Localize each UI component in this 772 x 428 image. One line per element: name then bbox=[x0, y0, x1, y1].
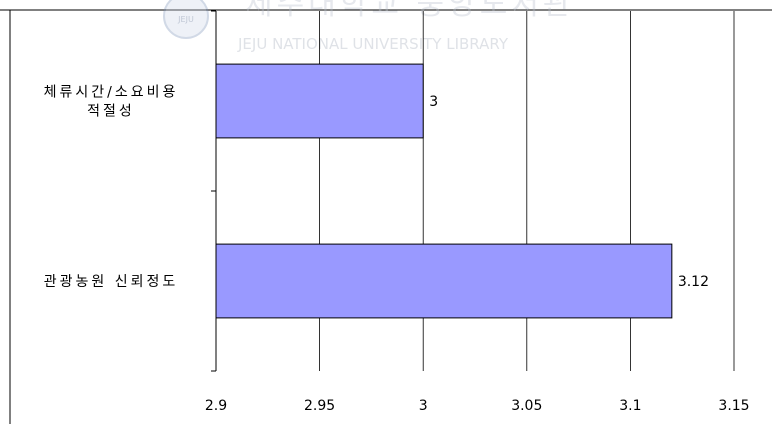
x-tick-label: 3.15 bbox=[718, 398, 749, 414]
library-seal-text: JEJU bbox=[177, 15, 194, 24]
bars bbox=[215, 63, 673, 319]
data-label: 3 bbox=[429, 94, 438, 110]
category-label: 적절성 bbox=[87, 104, 135, 120]
x-tick-label: 3.05 bbox=[511, 398, 542, 414]
y-axis bbox=[211, 10, 217, 372]
x-tick-label: 3.1 bbox=[619, 398, 641, 414]
x-tick-label: 3 bbox=[419, 398, 428, 414]
bar bbox=[215, 63, 424, 139]
x-tick-label: 2.95 bbox=[304, 398, 335, 414]
bar bbox=[215, 243, 673, 319]
library-watermark: JEJU 제주대학교 중앙도서관 JEJU NATIONAL UNIVERSIT… bbox=[163, 0, 575, 53]
category-label: 체류시간/소요비용 bbox=[44, 85, 179, 101]
watermark-english: JEJU NATIONAL UNIVERSITY LIBRARY bbox=[237, 35, 509, 53]
x-tick-labels: 2.9 2.95 3 3.05 3.1 3.15 bbox=[205, 398, 750, 414]
data-labels: 33.12 bbox=[429, 94, 709, 290]
category-label: 관광농원 신뢰정도 bbox=[44, 274, 179, 290]
data-label: 3.12 bbox=[678, 274, 709, 290]
x-tick-label: 2.9 bbox=[205, 398, 227, 414]
library-seal-logo bbox=[163, 0, 209, 39]
watermark-korean: 제주대학교 중앙도서관 bbox=[245, 0, 575, 22]
